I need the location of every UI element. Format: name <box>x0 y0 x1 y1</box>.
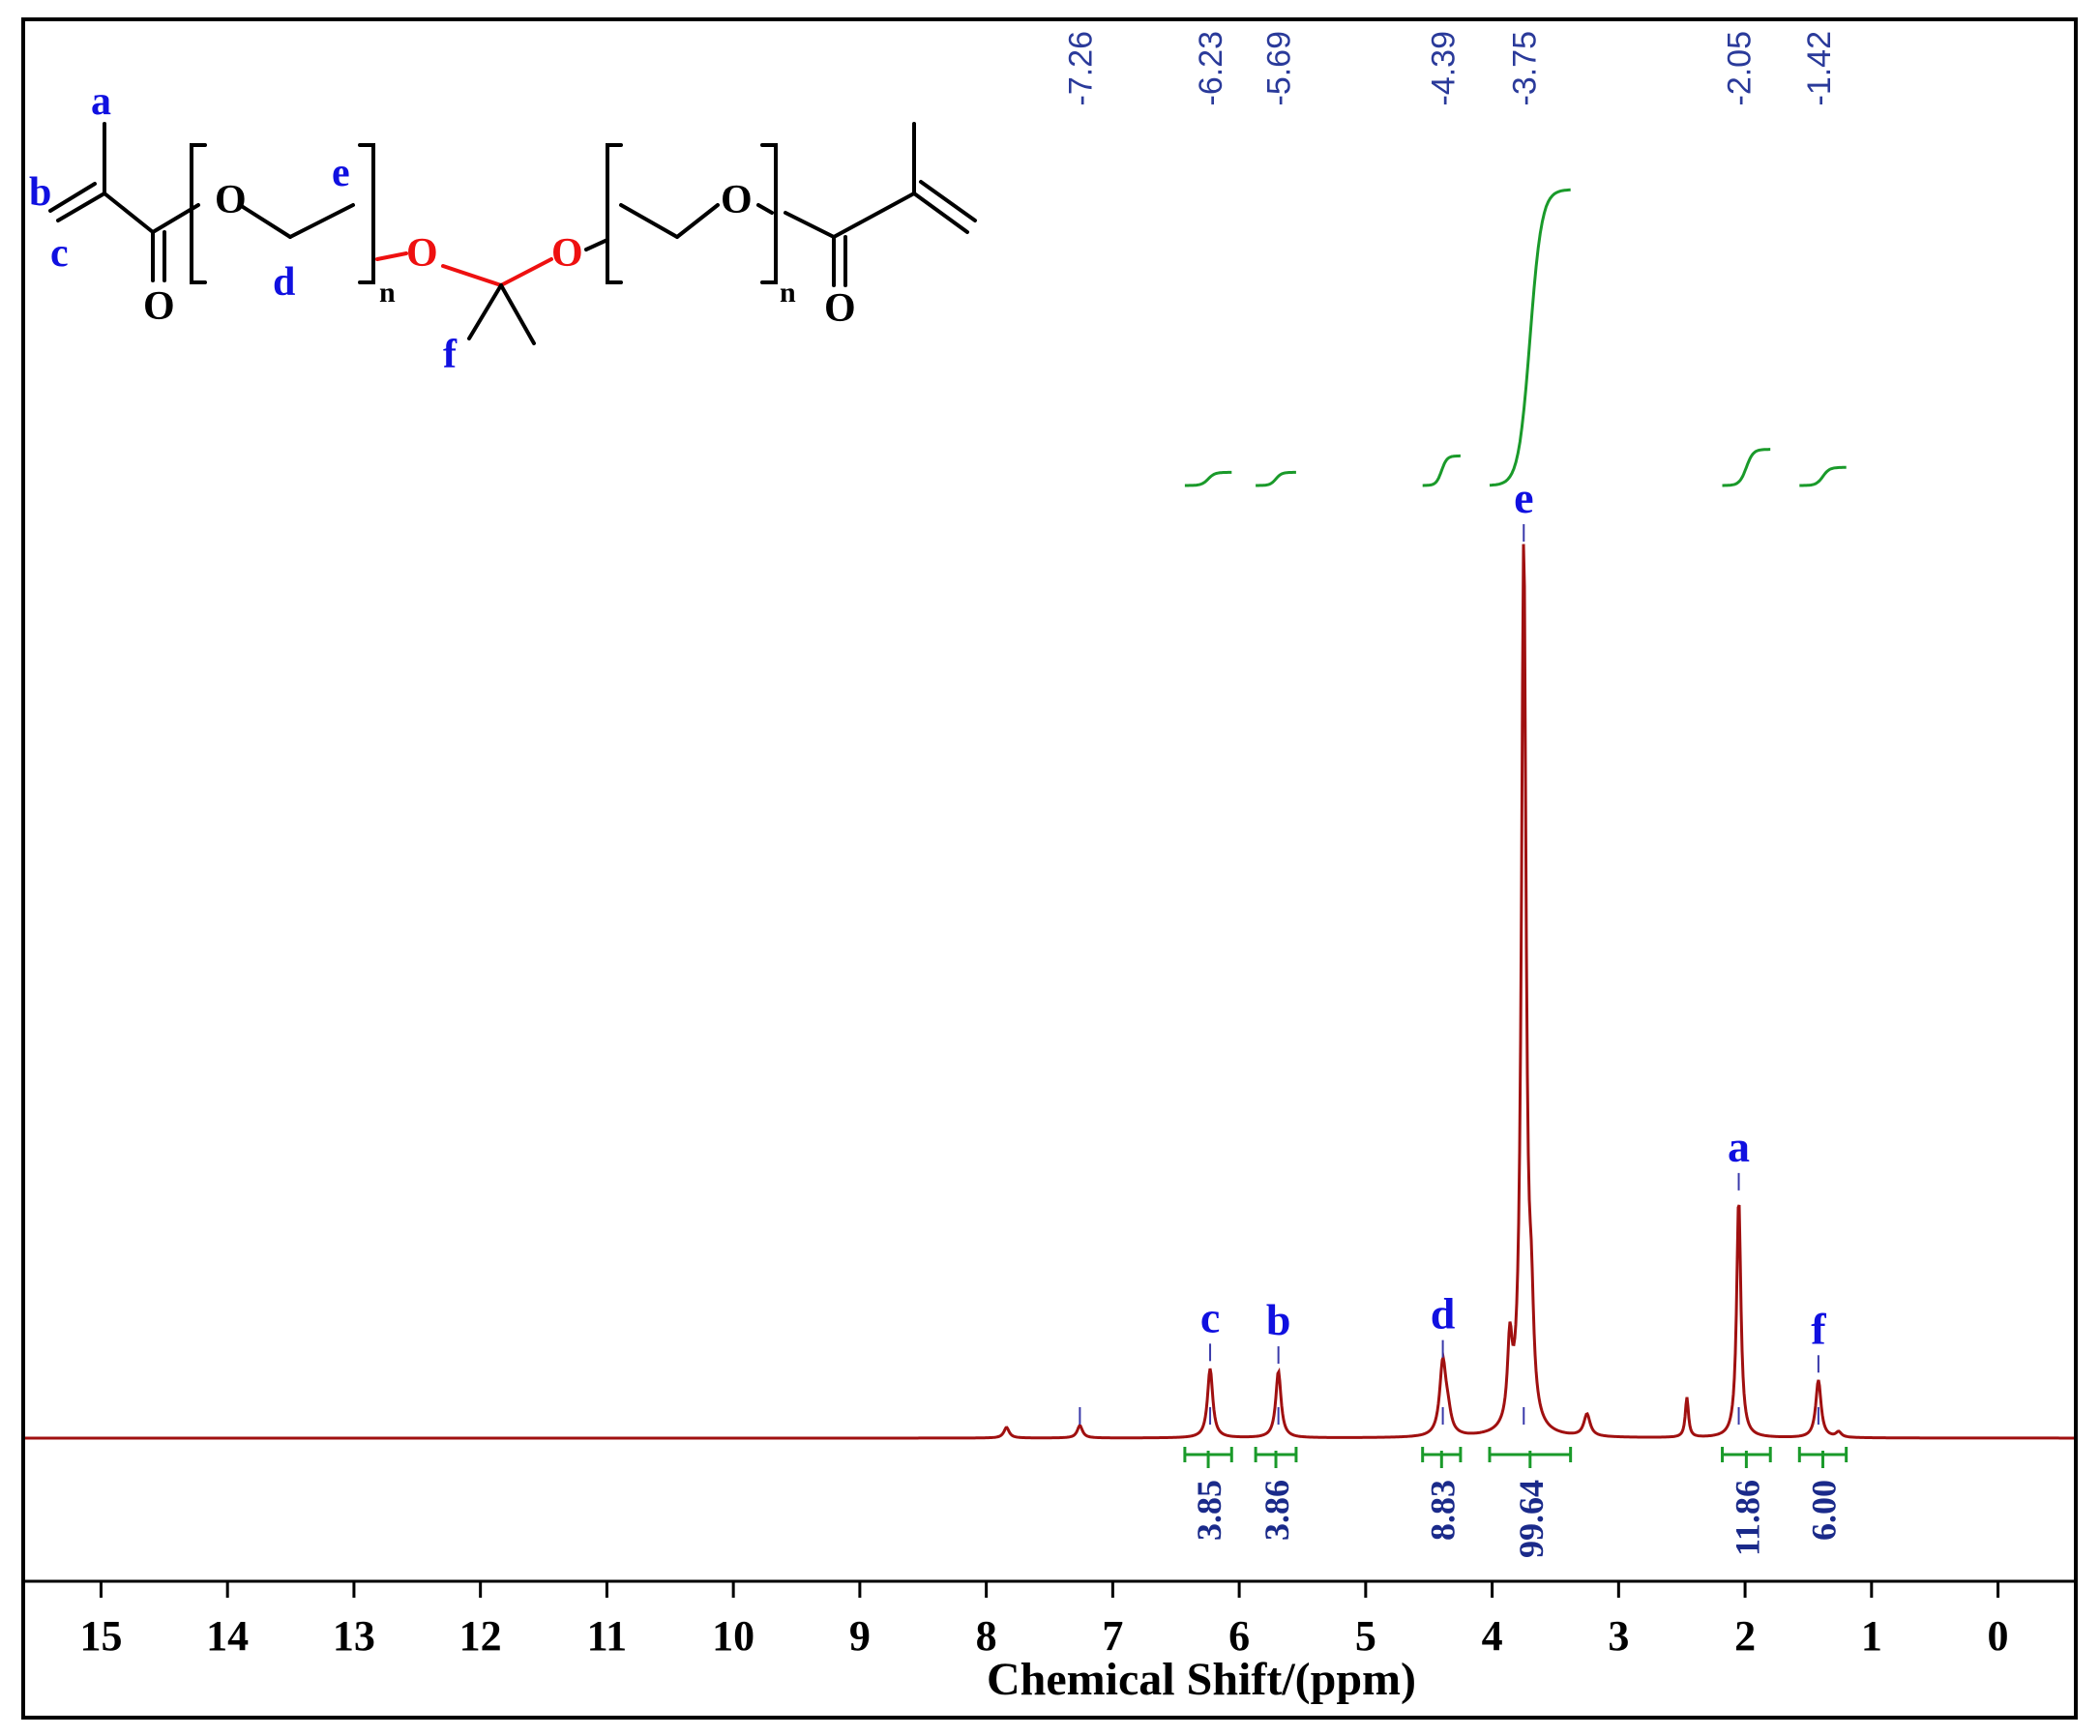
shift-label-1.42: -1.42 <box>1801 31 1838 106</box>
ketal-methyls <box>467 238 609 345</box>
structure-label-d: d <box>273 260 295 305</box>
peak-label-d: d <box>1431 1289 1456 1339</box>
integral-curve-4 <box>1722 448 1771 487</box>
oxygen-left-carbonyl: O <box>143 284 175 329</box>
shift-label-5.69: -5.69 <box>1261 31 1298 106</box>
bond-r-ester <box>784 211 836 239</box>
bond-r-ch2 <box>912 191 969 234</box>
structure-label-c: c <box>50 231 69 276</box>
ketal-bonds <box>375 251 553 287</box>
structure-label-f: f <box>443 333 458 377</box>
x-tick-label-7: 7 <box>1102 1612 1123 1660</box>
shift-label-6.23: -6.23 <box>1193 31 1229 106</box>
integral-curve-2 <box>1422 454 1461 487</box>
x-tick-label-15: 15 <box>79 1612 122 1660</box>
x-tick-label-13: 13 <box>333 1612 375 1660</box>
oxygen-right-carbonyl: O <box>824 286 856 331</box>
subscript-n-left: n <box>379 277 396 309</box>
bond-r3 <box>756 203 774 215</box>
bond-r-ch2-double <box>919 180 977 222</box>
left-bracket-close <box>358 143 375 284</box>
bond-vinyl <box>56 191 106 222</box>
x-tick-label-2: 2 <box>1734 1612 1756 1660</box>
spectrum-trace <box>25 544 2074 1440</box>
x-tick-label-4: 4 <box>1482 1612 1503 1660</box>
shift-label-7.26: -7.26 <box>1062 31 1099 106</box>
structure-label-e: e <box>332 151 350 195</box>
left-bracket-open <box>190 143 207 284</box>
structure-bonds <box>48 122 977 287</box>
integral-curve-5 <box>1799 465 1847 487</box>
x-tick-label-11: 11 <box>587 1612 628 1660</box>
bond-ketal-3 <box>499 257 553 287</box>
peak-label-c: c <box>1200 1292 1220 1341</box>
spectrum-layer <box>25 544 2074 1440</box>
integral-curve-1 <box>1256 470 1296 487</box>
x-tick-label-5: 5 <box>1355 1612 1376 1660</box>
oxygen-left-ether: O <box>215 178 247 222</box>
integral-value-4: 11.86 <box>1728 1480 1766 1556</box>
integral-value-5: 6.00 <box>1804 1480 1843 1541</box>
oxygen-right-ether: O <box>721 178 753 222</box>
figure-frame <box>21 17 2078 1720</box>
integral-curve-3 <box>1489 188 1571 487</box>
bond-ketal-4 <box>584 238 609 251</box>
right-bracket-open <box>606 143 623 284</box>
x-tick-label-1: 1 <box>1861 1612 1882 1660</box>
subscript-n-right: n <box>780 277 796 309</box>
bond-r1 <box>619 203 679 239</box>
bond-vinyl-double <box>48 182 97 213</box>
integral-curve-0 <box>1184 470 1232 487</box>
integral-value-0: 3.85 <box>1190 1480 1228 1541</box>
bond-o-d <box>238 203 292 239</box>
shift-label-4.39: -4.39 <box>1426 31 1463 106</box>
bond-carbonyl-c <box>103 191 155 234</box>
bond-methyl-2 <box>499 283 536 345</box>
oxygen-ketal-left: O <box>406 231 438 276</box>
peak-label-a: a <box>1728 1122 1750 1171</box>
peak-label-f: f <box>1811 1304 1826 1353</box>
chemical-structure: O O O O O O n n a b c d e f <box>29 79 977 377</box>
right-bracket-close <box>760 143 778 284</box>
x-tick-label-10: 10 <box>712 1612 754 1660</box>
bond-r2 <box>675 203 720 239</box>
x-tick-label-14: 14 <box>206 1612 249 1660</box>
structure-label-a: a <box>91 79 111 124</box>
integral-value-2: 8.83 <box>1423 1480 1462 1541</box>
x-tick-label-3: 3 <box>1608 1612 1629 1660</box>
label-layer: -7.26 -6.23 -5.69 -4.39 -3.75 -2.05 -1.42 c b d e a… <box>1062 31 1838 1425</box>
x-tick-label-0: 0 <box>1988 1612 2009 1660</box>
bond-ketal-2 <box>441 264 503 287</box>
integral-layer: 3.85 3.86 8.83 99.64 11.86 6.00 <box>1183 188 1849 1558</box>
bond-r-vinyl <box>832 191 916 239</box>
bond-ketal-1 <box>375 251 408 261</box>
x-tick-label-6: 6 <box>1228 1612 1250 1660</box>
x-tick-label-9: 9 <box>849 1612 871 1660</box>
x-tick-label-12: 12 <box>459 1612 502 1660</box>
integral-value-3: 99.64 <box>1512 1480 1551 1558</box>
shift-label-3.75: -3.75 <box>1506 31 1543 106</box>
peak-label-b: b <box>1266 1295 1291 1344</box>
x-axis-title: Chemical Shift/(ppm) <box>987 1654 1416 1705</box>
x-tick-label-8: 8 <box>976 1612 997 1660</box>
oxygen-ketal-right: O <box>551 231 583 276</box>
shift-label-2.05: -2.05 <box>1722 31 1759 106</box>
structure-label-b: b <box>29 170 51 215</box>
x-axis: 15 14 13 12 11 10 9 8 7 6 5 4 3 2 1 0 <box>25 1579 2074 1660</box>
peak-label-e: e <box>1514 473 1533 522</box>
integral-value-1: 3.86 <box>1257 1480 1296 1541</box>
bond-d-e <box>288 203 355 239</box>
bond-methyl-f <box>467 283 503 340</box>
